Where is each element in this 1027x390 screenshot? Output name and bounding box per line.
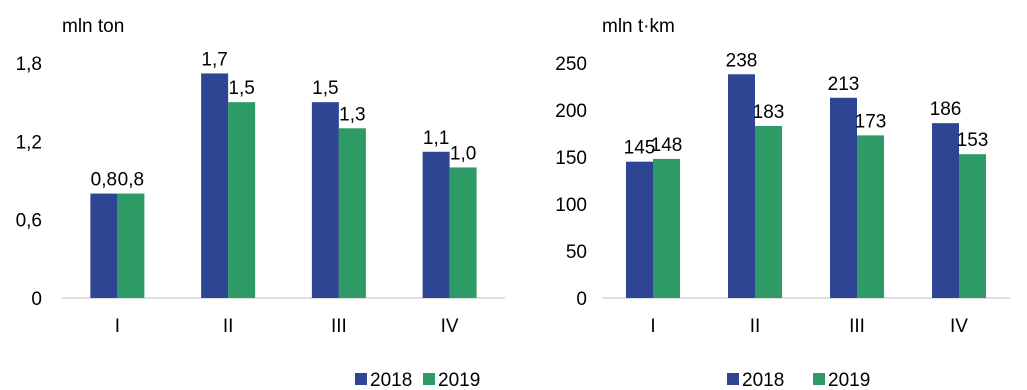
left-data-label: 1,3: [339, 104, 365, 125]
left-unit-label: mln ton: [62, 16, 124, 37]
right-legend: 2018 2019: [727, 370, 870, 390]
left-category-label: I: [115, 316, 120, 337]
left-ytick-label: 1,8: [16, 54, 42, 75]
right-data-label: 173: [855, 111, 887, 132]
right-ytick-label: 250: [555, 54, 587, 75]
left-plot-area: 00,61,21,8I0,8 0,8II1,71,5III1,51,3IV1,11…: [16, 49, 505, 337]
right-bar-2019-IV: [959, 154, 986, 298]
right-bar-2019-II: [755, 125, 782, 298]
left-data-label: 1,7: [201, 49, 227, 70]
left-category-label: II: [223, 316, 234, 337]
right-ytick-label: 0: [576, 289, 587, 310]
left-bar-2018-III: [311, 102, 339, 299]
left-data-label: 1,5: [312, 78, 338, 99]
left-bar-2018-IV: [422, 151, 450, 298]
left-legend: 2018 2019: [355, 370, 480, 390]
right-category-label: IV: [950, 316, 968, 337]
right-data-label: 148: [651, 135, 683, 156]
right-legend-swatch-2019: [813, 373, 825, 385]
left-data-label: 1,1: [423, 128, 449, 149]
left-legend-label-2018: 2018: [370, 370, 412, 390]
right-data-label: 213: [828, 74, 860, 95]
right-bar-2018-IV: [932, 123, 959, 298]
right-legend-label-2018: 2018: [742, 370, 784, 390]
left-category-label: IV: [441, 316, 459, 337]
right-ytick-label: 200: [555, 101, 587, 122]
right-data-label: 153: [957, 130, 989, 151]
left-bar-2018-I: [90, 193, 118, 298]
right-bar-2019-III: [857, 135, 884, 298]
left-legend-swatch-2019: [423, 373, 435, 385]
left-data-label: 1,0: [450, 143, 476, 164]
right-category-label: I: [650, 316, 655, 337]
right-category-label: III: [849, 316, 865, 337]
left-legend-swatch-2018: [355, 373, 367, 385]
right-ytick-label: 50: [566, 242, 587, 263]
left-bar-2019-III: [338, 128, 366, 298]
left-ytick-label: 0,6: [16, 211, 42, 232]
right-bar-2019-I: [653, 158, 680, 298]
left-data-label: 0,8: [118, 170, 144, 191]
right-data-label: 186: [930, 99, 962, 120]
left-data-label: 0,8: [91, 170, 117, 191]
right-ytick-label: 150: [555, 148, 587, 169]
right-unit-label: mln t·km: [602, 16, 675, 37]
right-legend-label-2019: 2019: [828, 370, 870, 390]
right-ytick-label: 100: [555, 195, 587, 216]
left-bar-2019-IV: [449, 167, 477, 298]
left-category-label: III: [331, 316, 347, 337]
left-bar-2019-I: [117, 193, 145, 298]
right-bar-2018-II: [728, 74, 755, 298]
right-data-label: 145: [624, 138, 656, 159]
left-bar-2019-II: [228, 102, 256, 299]
left-ytick-label: 0: [31, 289, 42, 310]
right-category-label: II: [750, 316, 761, 337]
left-ytick-label: 1,2: [16, 132, 42, 153]
left-bar-2018-II: [201, 73, 229, 298]
right-data-label: 183: [753, 102, 785, 123]
right-bar-2018-III: [830, 97, 857, 298]
left-data-label: 1,5: [228, 78, 254, 99]
chart-left: mln ton 00,61,21,8I0,8 0,8II1,71,5III1,51…: [16, 16, 505, 390]
right-data-label: 238: [726, 50, 758, 71]
right-legend-swatch-2018: [727, 373, 739, 385]
right-bar-2018-I: [626, 161, 653, 298]
left-legend-label-2019: 2019: [438, 370, 480, 390]
